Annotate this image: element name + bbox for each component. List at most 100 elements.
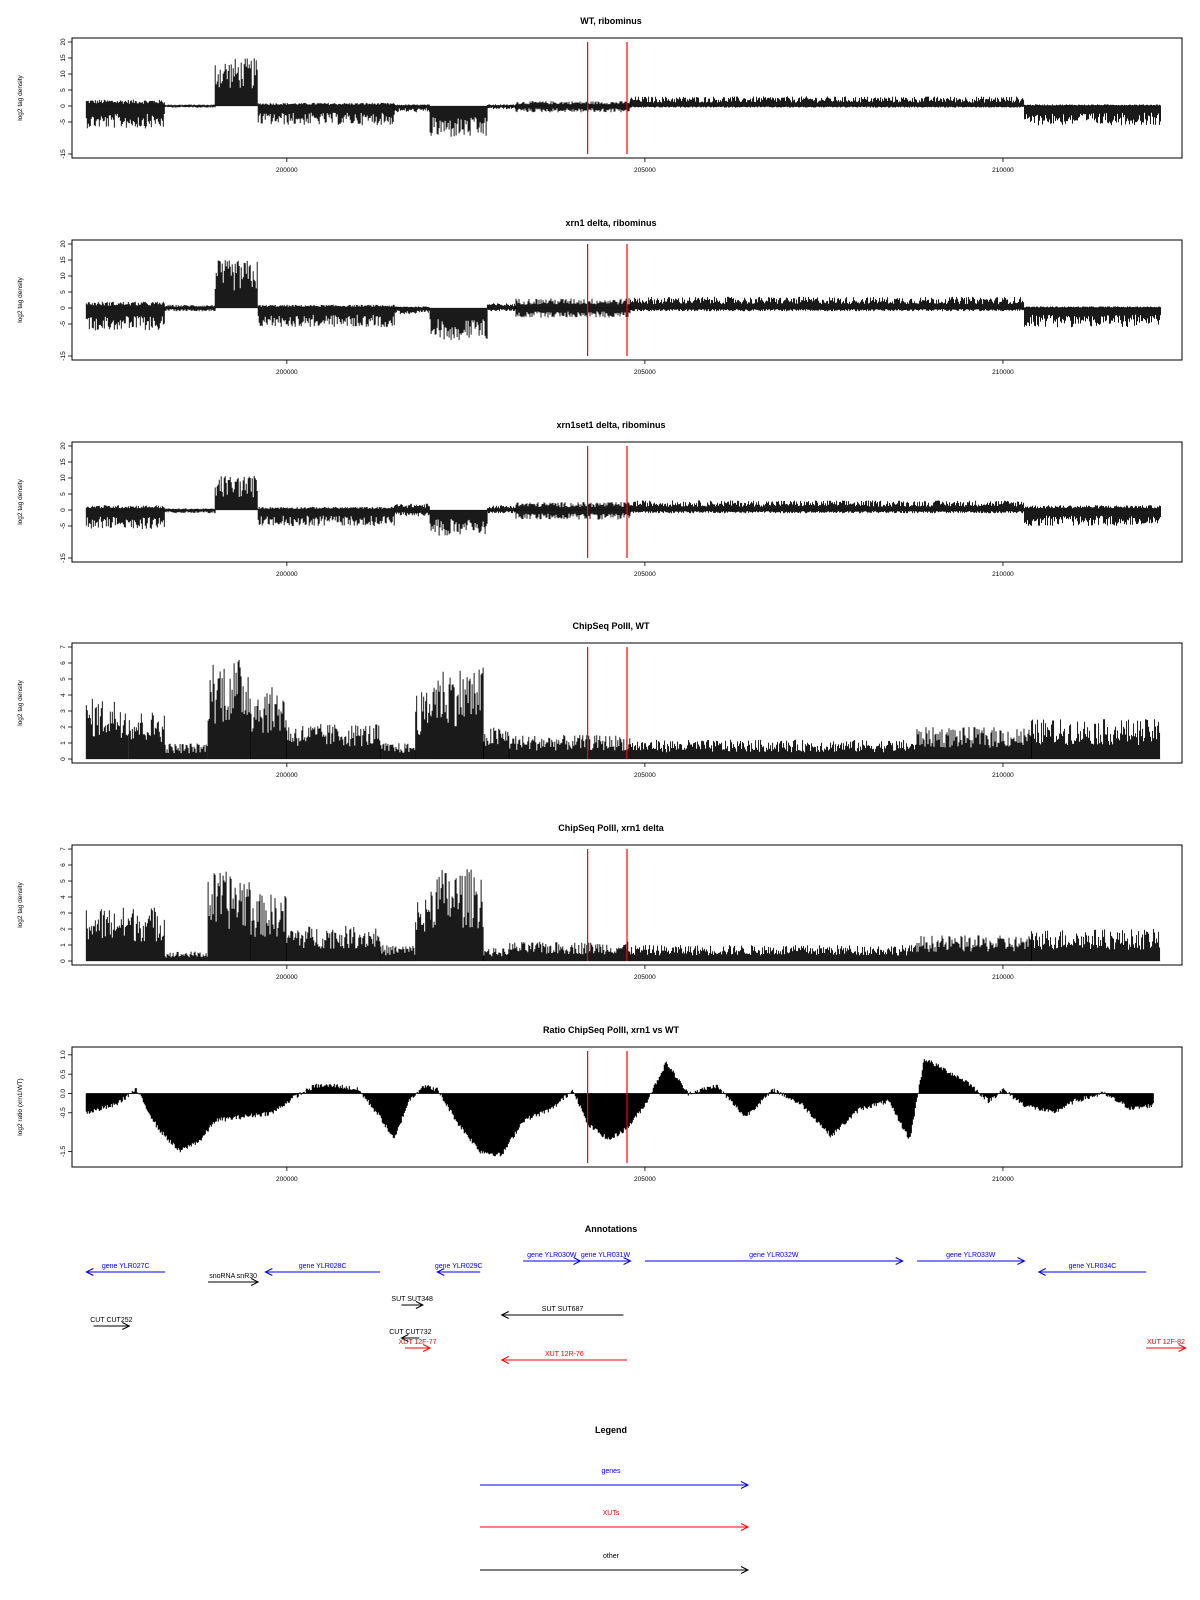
y-axis-label: log2 tag density [17, 74, 24, 120]
plot-frame [71, 642, 1183, 764]
y-axis-label: log2 tag density [17, 881, 24, 927]
y-axis: 0 1 2 3 4 5 6 7 [60, 645, 72, 761]
density-segment [483, 948, 510, 961]
x-tick-label: 200000 [276, 772, 298, 779]
x-tick-label: 210000 [992, 571, 1014, 578]
annotation-feature: gene YLR029C [435, 1263, 483, 1276]
density-segment [128, 712, 165, 759]
density-bars [483, 948, 510, 961]
density-bars [508, 735, 631, 759]
x-tick-label: 210000 [992, 167, 1014, 174]
density-bars [515, 101, 631, 113]
density-segment [85, 505, 165, 529]
density-bars [85, 301, 165, 331]
x-tick-label: 210000 [992, 974, 1014, 981]
y-tick-label: -15 [60, 351, 67, 361]
density-bars [429, 869, 484, 961]
density-bars [1024, 505, 1161, 526]
x-tick-label: 200000 [276, 1176, 298, 1183]
y-tick-label: -15 [60, 553, 67, 563]
density-bars [393, 104, 430, 113]
y-tick-label: 0 [60, 757, 67, 761]
density-segment [1024, 104, 1161, 126]
y-tick-label: 0 [60, 104, 67, 108]
density-bars [85, 698, 129, 759]
plot-frame [71, 37, 1183, 159]
density-segment [429, 869, 484, 961]
density-bars [429, 510, 488, 536]
density-segment [214, 58, 258, 106]
feature-arrowhead [436, 1268, 445, 1276]
track-panel: ChipSeq PolII, xrn1 delta 0 1 2 3 4 5 6 7 log2 ta… [17, 823, 1183, 981]
density-segment [257, 102, 395, 126]
y-tick-label: -15 [60, 149, 67, 159]
y-axis: 0 1 2 3 4 5 6 7 [60, 847, 72, 963]
y-tick-label: -5 [60, 119, 67, 125]
track-panel: WT, ribominus -15 -5 0 5 10 15 20 log2 tag densi… [17, 16, 1183, 174]
density-bars [257, 506, 395, 526]
x-tick-label: 210000 [992, 772, 1014, 779]
y-axis-label: log2 ratio (xrn1/WT) [17, 1078, 24, 1135]
density-bars [214, 260, 258, 308]
y-tick-label: 6 [60, 661, 67, 665]
legend-label: XUTs [603, 1510, 620, 1517]
annotation-feature: CUT CUT732 [389, 1329, 432, 1342]
density-segment [85, 99, 165, 129]
density-segment [486, 104, 516, 110]
feature-arrowhead [250, 1278, 260, 1286]
legend-arrowhead [740, 1566, 750, 1574]
annotation-feature: gene YLR031W [580, 1252, 632, 1265]
density-segment [630, 296, 1025, 312]
ratio-area [85, 1059, 1154, 1157]
x-tick-label: 205000 [634, 772, 656, 779]
density-bars [164, 304, 216, 312]
y-axis: -1.5 -0.5 0.0 0.5 1.0 [60, 1050, 72, 1157]
density-segment [164, 104, 216, 108]
density-bars [630, 96, 1025, 108]
x-axis: 200000 205000 210000 [276, 763, 1014, 779]
density-bars [1031, 719, 1161, 759]
y-axis: -15 -5 0 5 10 15 20 [60, 38, 72, 159]
density-segment [164, 743, 208, 759]
x-axis: 200000 205000 210000 [276, 360, 1014, 376]
density-bars [379, 743, 416, 759]
feature-label: gene YLR032W [749, 1252, 799, 1259]
feature-label: gene YLR033W [946, 1252, 996, 1259]
feature-label: gene YLR034C [1069, 1263, 1117, 1270]
feature-label: CUT CUT252 [90, 1317, 132, 1324]
density-bars [393, 306, 430, 315]
density-bars [164, 104, 216, 108]
density-bars [164, 743, 208, 759]
density-bars [257, 304, 395, 328]
density-bars [128, 712, 165, 759]
density-bars [630, 500, 1025, 514]
feature-label: snoRNA snR30 [209, 1273, 257, 1280]
legend-arrowhead [740, 1481, 750, 1489]
density-bars [1024, 306, 1161, 328]
density-bars [214, 58, 258, 106]
y-tick-label: -5 [60, 321, 67, 327]
annotation-feature: XUT 12F-82 [1146, 1339, 1187, 1352]
density-segment [286, 724, 381, 759]
density-bars [486, 505, 516, 514]
density-bars [250, 894, 287, 961]
density-segment [515, 101, 631, 113]
feature-arrowhead [400, 1334, 409, 1342]
density-segment [916, 935, 1032, 961]
y-tick-label: 2 [60, 927, 67, 931]
y-tick-label: 5 [60, 492, 67, 496]
density-segment [393, 503, 430, 517]
feature-label: XUT 12F-77 [399, 1339, 437, 1346]
density-segment [207, 871, 251, 961]
legend-label: genes [601, 1468, 621, 1475]
density-segment [429, 510, 488, 536]
density-bars [508, 941, 631, 961]
x-axis: 200000 205000 210000 [276, 562, 1014, 578]
density-segment [630, 96, 1025, 108]
y-tick-label: 0.0 [60, 1089, 67, 1098]
density-segment [429, 308, 488, 340]
annotation-feature: XUT 12R-76 [500, 1351, 627, 1364]
x-tick-label: 205000 [634, 1176, 656, 1183]
track-panel: Ratio ChipSeq PolII, xrn1 vs WT -1.5 -0.5 0… [17, 1025, 1183, 1183]
